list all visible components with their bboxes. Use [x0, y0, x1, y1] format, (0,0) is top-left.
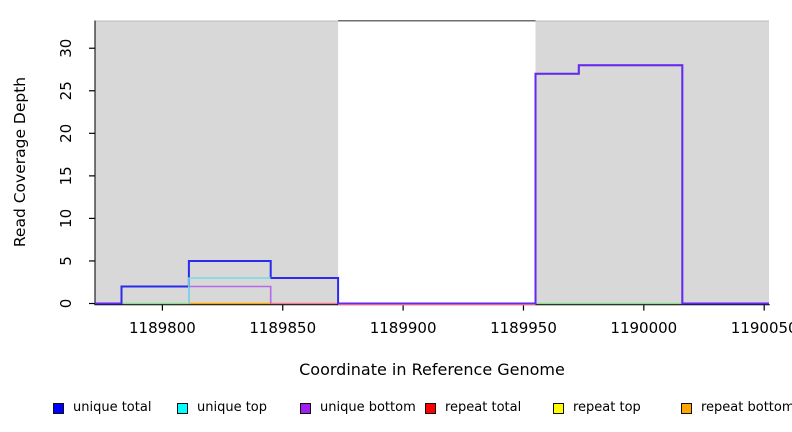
series-unique-top	[188, 277, 271, 304]
y-tick-label: 25	[57, 81, 75, 100]
x-tick-label: 1189900	[370, 319, 437, 337]
y-tick-label: 15	[57, 166, 75, 185]
x-tick-label: 1189800	[129, 319, 196, 337]
right-shaded-region	[535, 21, 769, 305]
x-tick-label: 1189850	[249, 319, 316, 337]
x-tick-label: 1190000	[610, 319, 677, 337]
y-tick-label: 20	[57, 124, 75, 143]
left-shaded-region	[95, 21, 339, 305]
x-tick-label: 1190050	[731, 319, 792, 337]
y-axis-title: Read Coverage Depth	[11, 76, 29, 248]
y-tick-label: 0	[57, 299, 75, 309]
x-tick-label: 1189950	[490, 319, 557, 337]
y-tick-label: 10	[57, 209, 75, 228]
y-tick-label: 30	[57, 39, 75, 58]
series-unique-bottom-right-block	[338, 64, 769, 305]
y-tick-label: 5	[57, 256, 75, 266]
x-axis-title: Coordinate in Reference Genome	[299, 360, 565, 379]
